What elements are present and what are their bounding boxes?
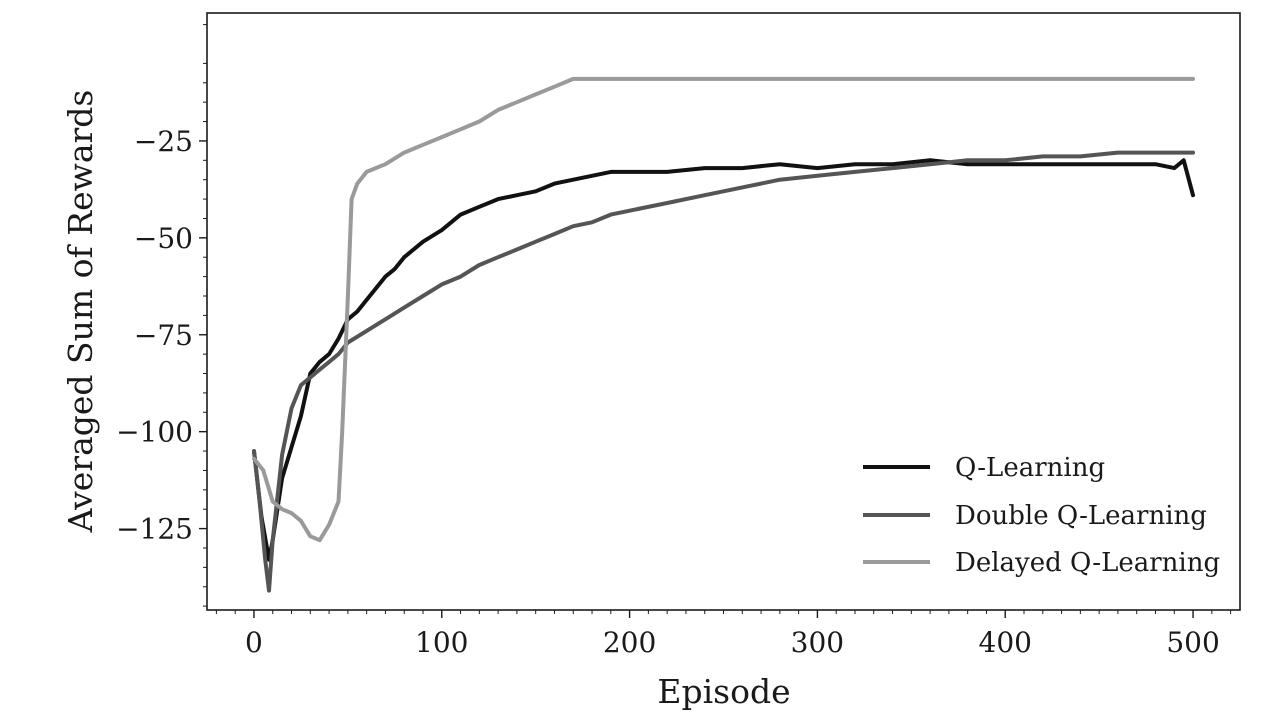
legend: Q-Learning Double Q-Learning Delayed Q-L… [863,453,1220,578]
x-tick-label: 100 [415,626,468,659]
x-tick-label: 500 [1166,626,1219,659]
legend-label-double-q-learning: Double Q-Learning [955,501,1207,531]
tick-layer: 0 100 200 300 400 500 −125 −100 −75 −50 −25 [116,24,1232,659]
x-tick-label: 0 [245,626,263,659]
series-layer [252,76,1195,593]
x-tick-label: 300 [791,626,844,659]
legend-label-delayed-q-learning: Delayed Q-Learning [955,548,1220,578]
y-tick-label: −25 [134,125,193,158]
x-tick-label: 200 [603,626,656,659]
x-tick-label: 400 [979,626,1032,659]
series-line-delayed-q-learning [252,76,1195,543]
legend-label-q-learning: Q-Learning [955,453,1105,483]
series-line-double-q-learning [252,150,1195,593]
y-tick-label: −50 [134,222,193,255]
y-tick-label: −125 [116,513,193,546]
y-tick-label: −75 [134,319,193,352]
series-line-q-learning [252,158,1195,562]
x-axis-title: Episode [657,672,790,711]
y-tick-label: −100 [116,416,193,449]
y-axis-title: Averaged Sum of Rewards [61,90,100,534]
